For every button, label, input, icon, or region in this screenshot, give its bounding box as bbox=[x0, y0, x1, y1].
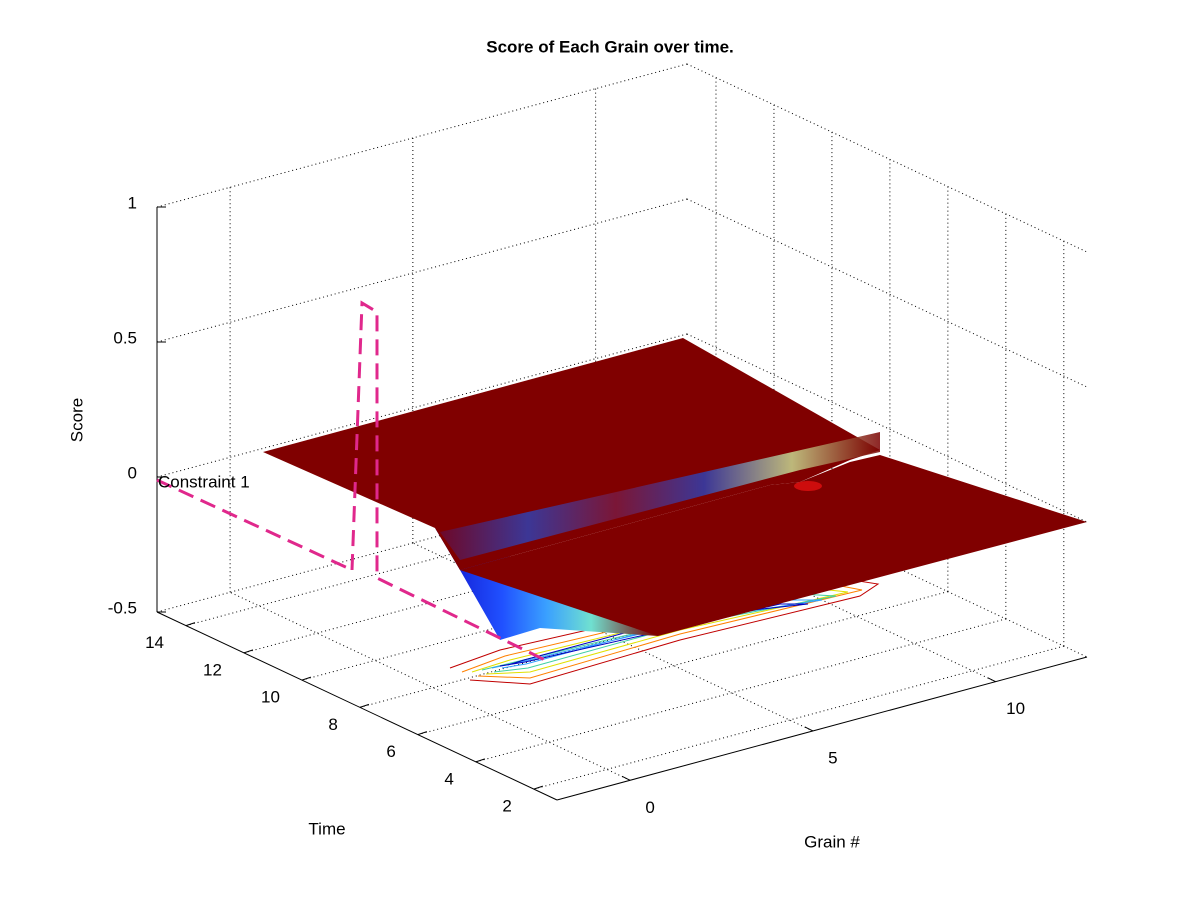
tick-mark bbox=[185, 622, 196, 627]
x-tick-label: 5 bbox=[828, 748, 837, 767]
constraint bbox=[156, 300, 546, 662]
y-tick-label: 12 bbox=[203, 660, 222, 679]
grid-line bbox=[686, 63, 1088, 253]
surface-peak bbox=[794, 481, 822, 491]
tick-mark bbox=[417, 731, 428, 736]
tick-mark bbox=[987, 677, 996, 683]
tick-mark bbox=[359, 703, 370, 708]
y-tick-label: 14 bbox=[145, 633, 164, 652]
tick-mark bbox=[533, 785, 543, 790]
y-axis bbox=[156, 611, 558, 801]
annotation: Constraint 1 bbox=[158, 472, 250, 491]
grid-line bbox=[686, 333, 1088, 523]
z-tick-label: 1 bbox=[128, 193, 137, 212]
surface-band bbox=[440, 432, 880, 560]
y-axis-label: Time bbox=[308, 819, 345, 838]
y-tick-label: 10 bbox=[261, 688, 280, 707]
tick-mark bbox=[301, 676, 312, 681]
x-tick-label: 10 bbox=[1006, 699, 1025, 718]
tick-mark bbox=[475, 758, 485, 763]
y-tick-label: 8 bbox=[328, 715, 337, 734]
constraint-line bbox=[156, 478, 353, 572]
y-tick-label: 6 bbox=[386, 742, 395, 761]
constraint-line bbox=[350, 300, 546, 662]
tick-mark bbox=[804, 726, 814, 732]
x-tick-label: 0 bbox=[645, 798, 654, 817]
x-axis-label: Grain # bbox=[804, 832, 860, 851]
z-tick-label: 0 bbox=[128, 463, 137, 482]
grid-line bbox=[229, 591, 631, 781]
x-axis bbox=[556, 656, 1088, 801]
tick-mark bbox=[621, 775, 631, 781]
surface bbox=[263, 338, 1087, 640]
surface-front bbox=[460, 455, 1087, 636]
grid-line bbox=[686, 198, 1088, 388]
y-tick-label: 4 bbox=[444, 769, 453, 788]
y-tick-label: 2 bbox=[502, 797, 511, 816]
surface-back bbox=[263, 338, 880, 570]
z-axis-label: Score bbox=[67, 398, 86, 442]
z-tick-label: -0.5 bbox=[108, 598, 137, 617]
z-tick-label: 0.5 bbox=[113, 328, 137, 347]
chart-title: Score of Each Grain over time. bbox=[486, 37, 734, 56]
tick-mark bbox=[243, 649, 254, 654]
